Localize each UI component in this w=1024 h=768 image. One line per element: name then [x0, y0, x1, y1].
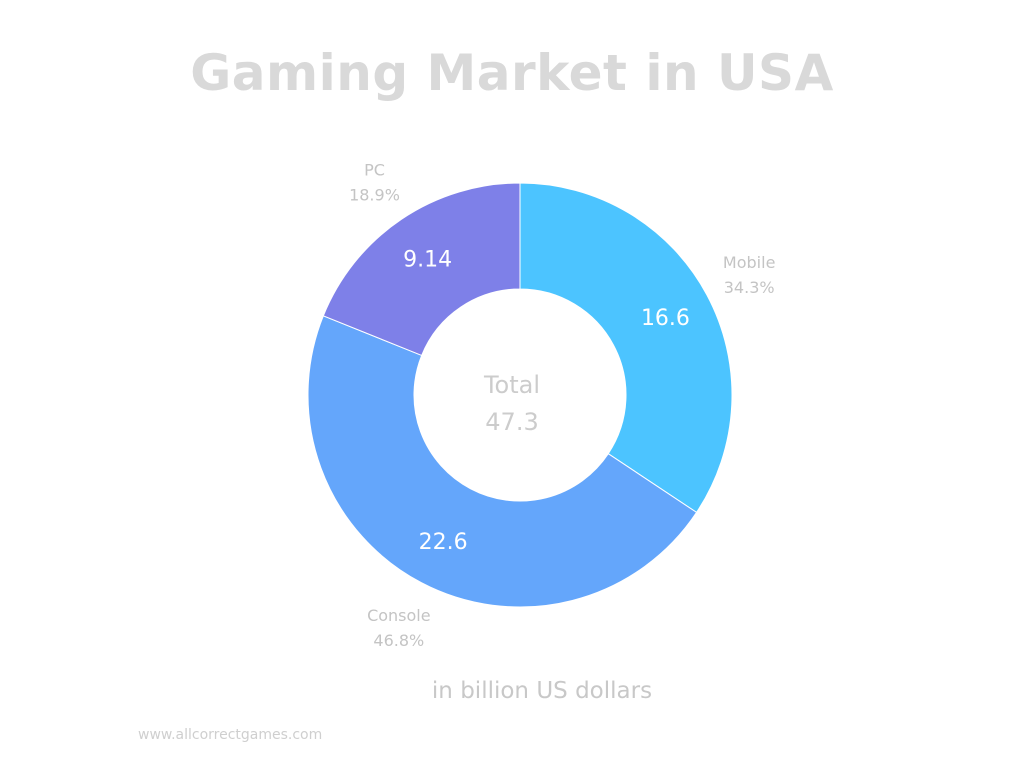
category-label-pc: PC	[364, 161, 385, 180]
source-link[interactable]: www.allcorrectgames.com	[138, 727, 323, 743]
slice-mobile[interactable]	[519, 182, 733, 514]
value-label-console: 22.6	[419, 530, 468, 555]
value-label-mobile: 16.6	[641, 306, 690, 331]
center-label: Total	[483, 371, 540, 399]
slice-console[interactable]	[307, 315, 698, 608]
percent-label-mobile: 34.3%	[724, 278, 775, 297]
unit-caption: in billion US dollars	[0, 678, 1024, 704]
chart-title: Gaming Market in USA	[190, 44, 834, 102]
category-label-console: Console	[367, 606, 431, 625]
value-label-pc: 9.14	[403, 247, 452, 272]
unit-caption-text: in billion US dollars	[431, 678, 653, 704]
percent-label-pc: 18.9%	[349, 186, 400, 205]
category-label-mobile: Mobile	[723, 253, 775, 272]
slice-pc[interactable]	[322, 182, 521, 357]
percent-label-console: 46.8%	[373, 631, 424, 650]
center-value: 47.3	[485, 408, 538, 436]
